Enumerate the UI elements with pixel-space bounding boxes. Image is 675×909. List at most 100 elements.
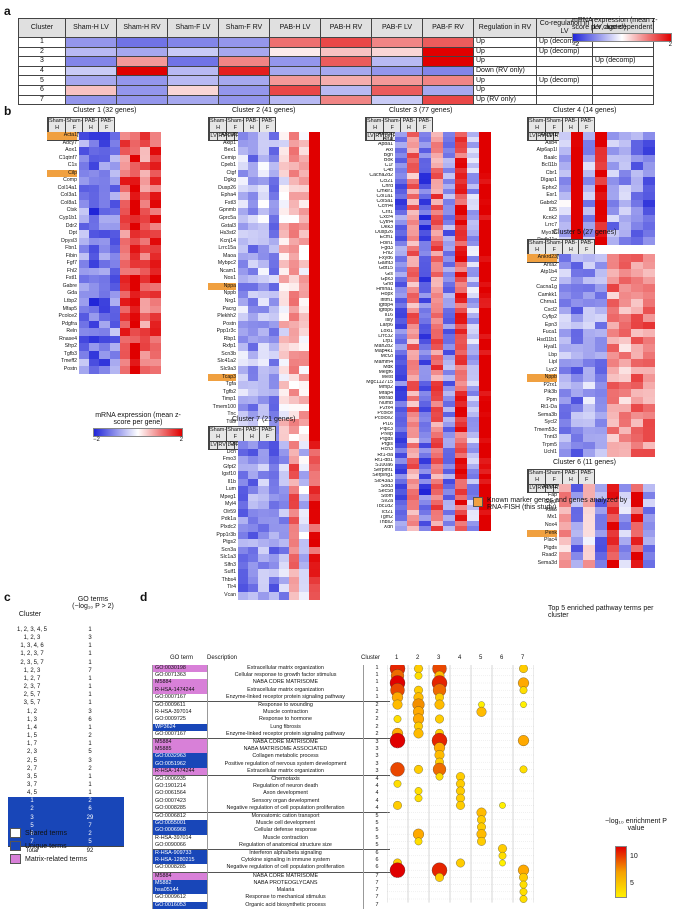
heatmap-cell [443, 220, 455, 226]
heatmap-cell [583, 499, 595, 508]
heatmap-cell [248, 554, 259, 563]
heatmap-cell [248, 132, 259, 140]
marker-swatch [473, 497, 483, 507]
heatmap-cell [395, 277, 407, 283]
a-cell [320, 94, 372, 106]
heatmap-cell [268, 260, 279, 269]
heatmap-cell [309, 222, 320, 231]
heatmap-cell [309, 139, 320, 148]
heatmap-cell [479, 375, 491, 382]
heatmap-cell [407, 520, 419, 527]
heatmap-cell [443, 147, 455, 154]
heatmap-cell [467, 292, 479, 299]
gene-label: Tnnt3 [543, 434, 557, 440]
heatmap-cell [119, 222, 130, 231]
heatmap-cell [278, 434, 289, 442]
gene-label: Comp [63, 177, 77, 184]
gene-label: Ccl21 [379, 178, 393, 184]
heatmap-cell [443, 308, 455, 314]
heatmap-cell [607, 404, 619, 412]
gene-label: Mfap5 [62, 305, 77, 312]
heatmap-cell [268, 290, 279, 299]
heatmap-cell [248, 478, 259, 487]
heatmap-cell [443, 458, 455, 464]
heatmap-cell [299, 441, 310, 449]
heatmap-cell [289, 516, 300, 525]
panel-b-letter: b [4, 104, 12, 118]
heatmap-cell [407, 339, 419, 345]
heatmap-cell [248, 403, 259, 412]
gene-label: Dlgap1 [540, 177, 557, 183]
heatmap-cell [258, 493, 269, 502]
heatmap-cell [130, 154, 141, 163]
heatmap-cell [268, 531, 279, 540]
heatmap-cell [299, 177, 310, 186]
heatmap-cell [631, 299, 643, 307]
go-description: Monoatomic cation transport [207, 812, 364, 821]
heatmap-cell [619, 544, 631, 553]
gene-label: Cbr1 [545, 169, 557, 176]
heatmap-cell [309, 283, 320, 291]
gene-label: Esr1 [546, 192, 557, 198]
heatmap-cell [407, 489, 419, 495]
a-header-9: Regulation in RV [473, 18, 537, 38]
heatmap-cell [289, 508, 300, 517]
heatmap-cell [89, 290, 100, 299]
heatmap-cell [299, 388, 310, 397]
heatmap-cell [248, 139, 259, 148]
heatmap-cell [119, 260, 130, 269]
heatmap-cell [89, 366, 100, 374]
heatmap-cell [643, 147, 655, 155]
heatmap-cell [419, 422, 431, 428]
heatmap-cell [583, 411, 595, 420]
heatmap-cell [419, 313, 431, 319]
heatmap-cell [631, 484, 643, 492]
heatmap-cell [467, 157, 479, 164]
a-row: 1 Up Up (decomp) [18, 37, 654, 48]
heatmap-cell [258, 388, 269, 397]
heatmap-cell [248, 199, 259, 208]
group-header: PAB-H [243, 426, 261, 442]
heatmap-cell [268, 177, 279, 186]
heatmap-title: Cluster 4 (14 genes) [553, 107, 617, 114]
gene-label: Nrg1 [224, 298, 236, 305]
heatmap-cell [431, 344, 443, 350]
heatmap-cell [583, 154, 595, 163]
heatmap-cell [583, 404, 595, 412]
heatmap-cell [278, 456, 289, 465]
heatmap-cell [140, 222, 151, 231]
heatmap-cell [238, 584, 249, 593]
heatmap-cell [467, 178, 479, 185]
heatmap-cell [299, 358, 310, 367]
a-cell [371, 37, 423, 48]
heatmap-cell [278, 335, 289, 344]
heatmap-cell [258, 154, 269, 163]
heatmap-cell [140, 290, 151, 299]
heatmap-cell [643, 132, 655, 140]
heatmap-cell [268, 486, 279, 495]
heatmap-cell [395, 245, 407, 252]
heatmap-cell [140, 215, 151, 223]
heatmap-cell [607, 284, 619, 292]
heatmap-cell [289, 192, 300, 201]
gene-label: Postn [63, 365, 77, 372]
go-cluster: 3 [363, 746, 390, 754]
heatmap-cell [268, 192, 279, 201]
heatmap-cell [299, 554, 310, 563]
enrichment-dot [499, 859, 506, 867]
shared-clusters: 2, 3, 5, 7 [20, 659, 44, 666]
heatmap-cell [431, 499, 443, 506]
heatmap-cell [109, 139, 120, 148]
heatmap-cell [299, 207, 310, 216]
heatmap-cell [248, 215, 259, 223]
a-header-4: Sham-F RV [218, 18, 270, 38]
heatmap-cell [583, 374, 595, 382]
a-cell [218, 75, 270, 86]
heatmap-cell [631, 321, 643, 330]
heatmap-cell [443, 380, 455, 387]
heatmap-cell [559, 261, 571, 270]
heatmap-cell [443, 453, 455, 459]
heatmap-cell [109, 313, 120, 322]
heatmap-cell [583, 269, 595, 277]
